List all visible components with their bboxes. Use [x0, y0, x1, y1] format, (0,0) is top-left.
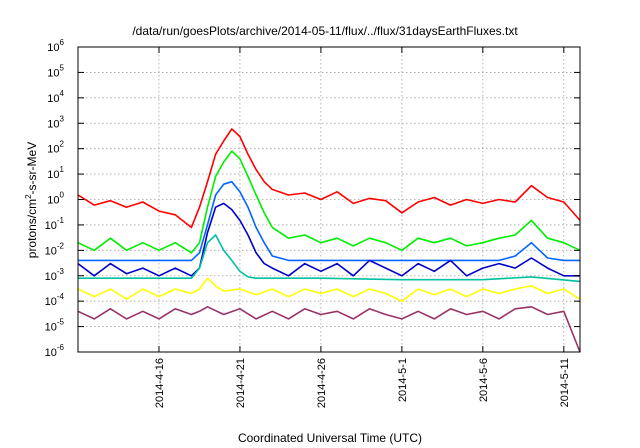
x-tick-label: 2014-4-21 [235, 358, 247, 408]
y-axis-label: protons/cm2-s-sr-MeV [24, 142, 39, 258]
y-tick-label-base: 10 [47, 93, 59, 105]
y-axis-label-rest: -s-sr-MeV [25, 142, 39, 195]
y-tick-label-exp: -6 [57, 343, 65, 352]
series-line-6 [77, 277, 581, 302]
y-tick-label-exp: -2 [57, 241, 65, 250]
x-axis-label: Coordinated Universal Time (UTC) [238, 431, 422, 445]
y-tick-label: 105 [47, 63, 64, 79]
y-tick-label-base: 10 [45, 220, 57, 232]
y-tick-label-base: 10 [45, 322, 57, 334]
y-tick-label: 10-2 [45, 241, 65, 257]
series-layer [77, 128, 581, 353]
y-tick-label: 102 [47, 140, 64, 156]
chart-title: /data/run/goesPlots/archive/2014-05-11/f… [132, 24, 518, 38]
series-line-7 [77, 306, 581, 353]
y-tick-label: 103 [47, 114, 64, 130]
y-tick-label: 106 [47, 38, 64, 54]
y-tick-label-base: 10 [47, 42, 59, 54]
y-tick-label: 101 [47, 165, 64, 181]
y-tick-label-base: 10 [45, 245, 57, 257]
y-tick-label: 10-1 [45, 216, 65, 232]
y-tick-label-exp: 2 [60, 140, 65, 149]
y-tick-label-base: 10 [47, 67, 59, 79]
y-tick-label-exp: 5 [60, 63, 65, 72]
series-line-4 [77, 202, 580, 277]
x-tick-label: 2014-4-26 [316, 358, 328, 408]
grid-layer [78, 47, 580, 352]
plot-frame [77, 46, 581, 353]
y-axis-label-sup: 2 [24, 194, 33, 199]
y-tick-label: 10-3 [45, 267, 65, 283]
series-line-2 [77, 150, 581, 254]
x-tick-label: 2014-5-11 [559, 358, 571, 407]
y-tick-label: 10-6 [45, 343, 65, 359]
x-tick-labels: 2014-4-16 2014-4-21 2014-4-26 2014-5-1 2014-… [154, 47, 571, 408]
y-tick-label-exp: -5 [57, 318, 65, 327]
y-tick-label-base: 10 [47, 169, 59, 181]
y-tick-label-exp: -3 [57, 267, 65, 276]
y-tick-label-base: 10 [45, 271, 57, 283]
y-tick-label: 10-4 [45, 292, 65, 308]
y-tick-label-base: 10 [47, 144, 59, 156]
y-tick-label-exp: -4 [57, 292, 65, 301]
y-tick-label: 10-5 [45, 318, 65, 334]
x-tick-label: 2014-5-6 [478, 358, 490, 402]
series-line-1 [77, 128, 581, 229]
x-tick-label: 2014-4-16 [154, 358, 166, 408]
y-tick-label-base: 10 [47, 118, 59, 130]
x-tick-label: 2014-5-1 [397, 358, 409, 402]
y-tick-label-exp: 3 [60, 114, 65, 123]
y-tick-label-exp: 4 [60, 89, 65, 98]
y-tick-label-exp: 0 [60, 191, 65, 200]
y-tick-label-base: 10 [45, 296, 57, 308]
y-tick-label-exp: -1 [57, 216, 65, 225]
y-tick-label-base: 10 [45, 347, 57, 359]
y-tick-label: 100 [47, 191, 64, 207]
y-tick-label-base: 10 [47, 195, 59, 207]
y-axis-label-base: protons/cm [25, 199, 39, 258]
y-tick-label: 104 [47, 89, 64, 105]
y-tick-labels: 10-610-510-410-310-210-11001011021031041… [45, 38, 580, 359]
series-line-3 [78, 180, 580, 262]
y-tick-label-exp: 1 [60, 165, 65, 174]
series-line-5 [78, 234, 581, 283]
y-tick-label-exp: 6 [60, 38, 65, 47]
